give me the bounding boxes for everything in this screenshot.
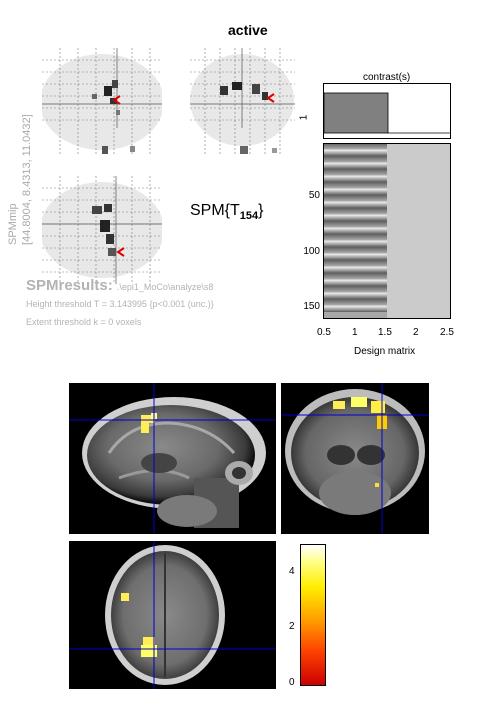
height-threshold: Height threshold T = 3.143995 {p<0.001 (… [26, 299, 214, 309]
mip-coordinates-label: SPMmip [44.8004, 8.4313, 11.0432] [6, 95, 33, 245]
dm-ytick: 100 [303, 246, 320, 257]
colorbar-tick: 4 [289, 566, 295, 577]
results-header: SPMresults: .\epi1_MoCo\analyze\s8 [26, 277, 213, 294]
results-path: .\epi1_MoCo\analyze\s8 [116, 282, 214, 292]
colorbar-tick: 0 [289, 677, 295, 688]
contrast-label: contrast(s) [363, 72, 411, 83]
results-label: SPMresults: [26, 277, 113, 294]
coordinates-text: SPMmip [44.8004, 8.4313, 11.0432] [7, 114, 33, 245]
dm-xtick: 1.5 [378, 327, 392, 338]
colorbar [300, 544, 326, 686]
colorbar-tick: 2 [289, 621, 295, 632]
contrast-plot [323, 83, 451, 139]
glass-brain-coronal [190, 48, 295, 156]
extent-threshold: Extent threshold k = 0 voxels [26, 317, 142, 327]
dm-xtick: 2 [413, 327, 419, 338]
design-matrix [323, 143, 451, 319]
statistic-label: SPM{T154} [190, 202, 264, 222]
stat-main: SPM{T [190, 202, 240, 219]
slice-axial [69, 541, 276, 689]
slice-coronal [281, 383, 429, 534]
contrast-row-label: 1 [298, 114, 310, 121]
page-title: active [228, 22, 268, 38]
stat-close: } [258, 202, 264, 219]
glass-brain-sagittal [42, 48, 162, 156]
dm-ytick: 150 [303, 301, 320, 312]
dm-xtick: 0.5 [317, 327, 331, 338]
stat-degrees: 154 [239, 210, 259, 223]
dm-xtick: 1 [352, 327, 358, 338]
dm-xlabel: Design matrix [354, 346, 416, 357]
glass-brain-axial [42, 176, 162, 284]
slice-sagittal [69, 383, 276, 534]
dm-ytick: 50 [308, 190, 320, 201]
dm-xtick: 2.5 [440, 327, 454, 338]
